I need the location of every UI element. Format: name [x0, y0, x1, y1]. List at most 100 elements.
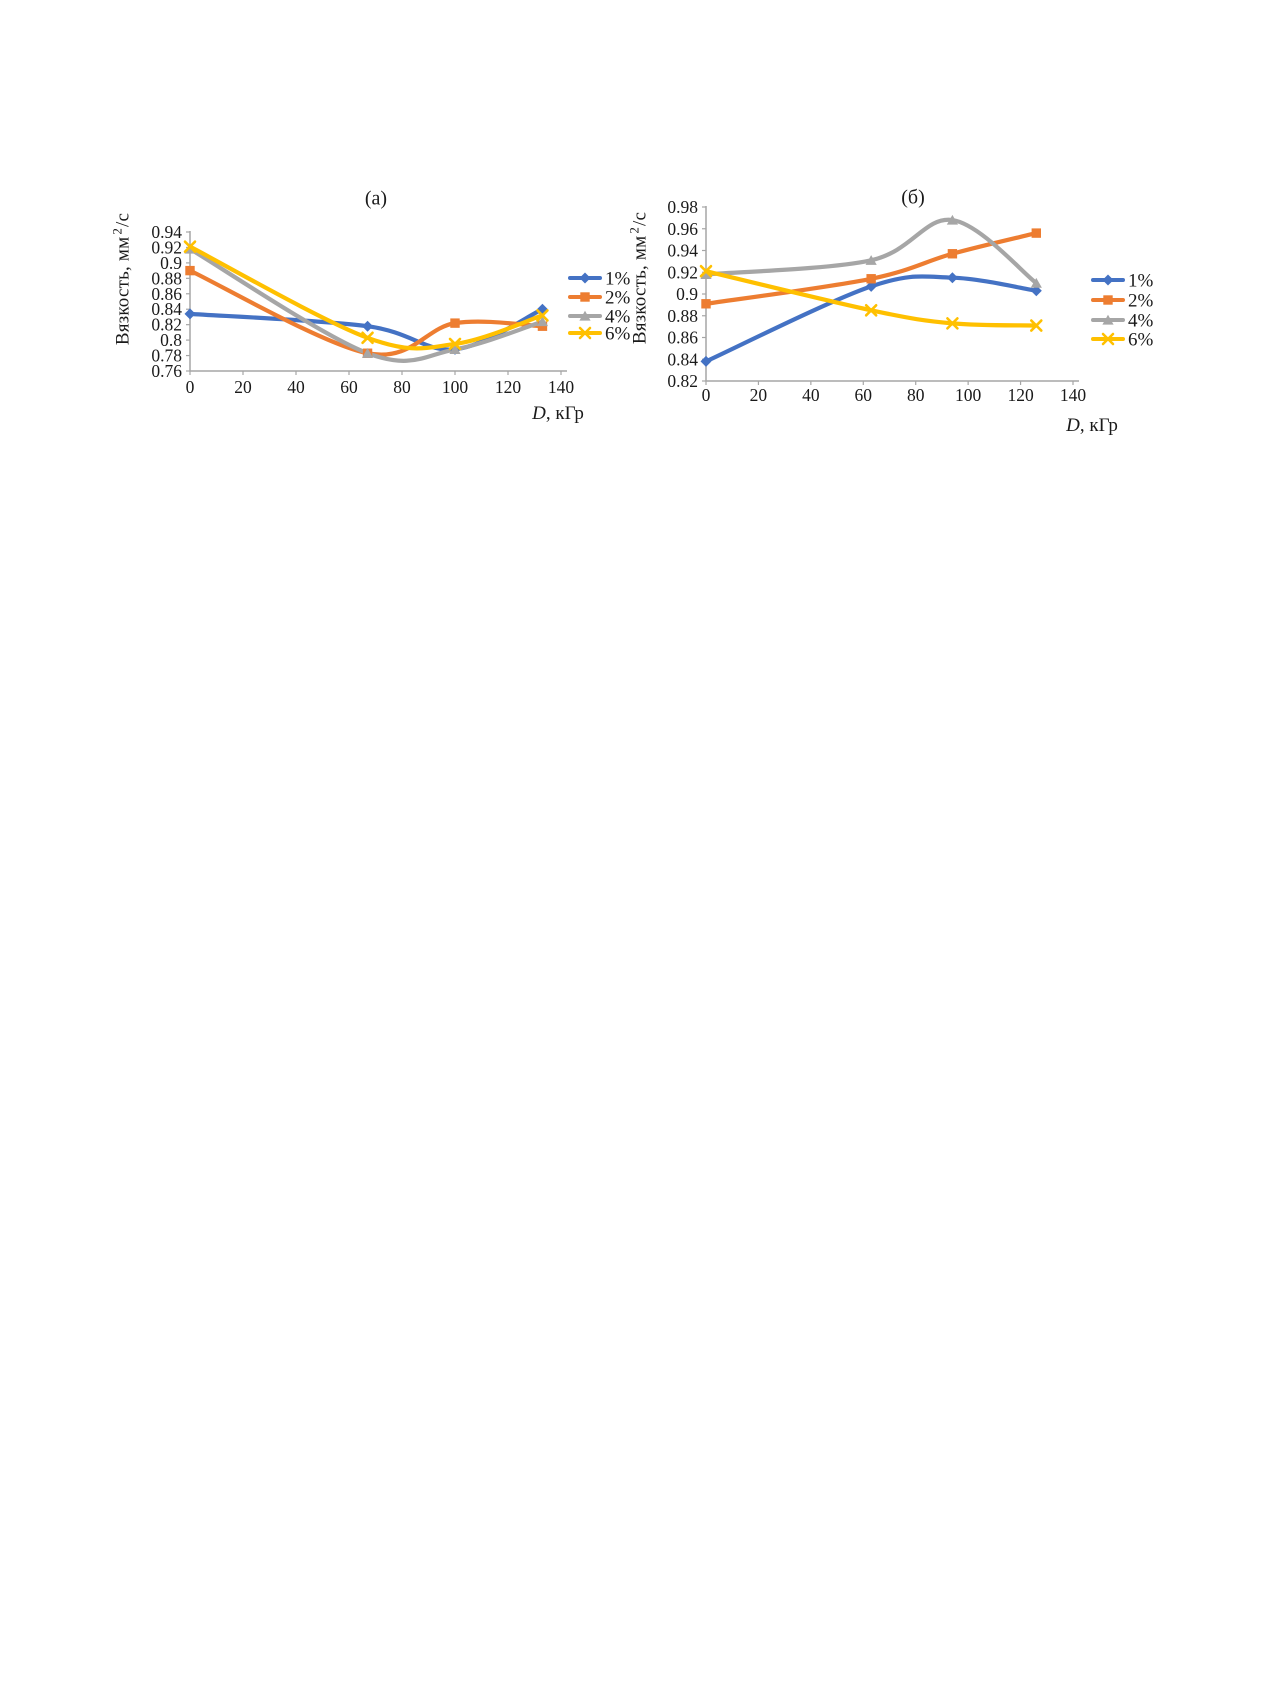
- series-line-4pct: [703, 217, 1039, 286]
- series-marker-6pct: [536, 309, 549, 322]
- chart-a-y-axis-label-rest: /с: [112, 212, 134, 227]
- figure-panel: 0.76 0.78 0.8 0.82 0.84 0.86 0.88 0.9 0.92 0.94 0 2…: [0, 0, 1270, 520]
- series-marker-2pct: [947, 249, 958, 259]
- series-marker-2pct: [701, 299, 711, 309]
- y-tick-label: 0.84: [667, 349, 698, 369]
- series-marker-2pct: [185, 265, 195, 276]
- x-tick-label: 40: [802, 385, 820, 405]
- legend-marker-1pct: [1102, 274, 1114, 286]
- series-line-2pct: [187, 268, 545, 357]
- series-marker-1pct: [184, 308, 196, 320]
- chart-a-y-axis-label-base: Вязкость, мм: [112, 236, 134, 346]
- y-tick-label: 0.8: [160, 330, 182, 350]
- legend-marker-6pct: [1101, 332, 1115, 346]
- y-tick-label: 0.82: [667, 371, 698, 391]
- series-line-6pct: [187, 244, 545, 351]
- y-tick-label: 0.76: [151, 361, 182, 381]
- series-marker-1pct: [946, 272, 958, 284]
- series-marker-6pct: [448, 337, 462, 351]
- legend-item-2pct: 2%: [1091, 291, 1154, 312]
- y-tick-label: 0.86: [667, 328, 698, 348]
- x-tick-label: 20: [234, 377, 252, 397]
- series-marker-2pct: [866, 274, 876, 284]
- legend-item-1pct: 1%: [1091, 271, 1154, 292]
- x-tick-label: 140: [548, 377, 575, 397]
- y-tick-label: 0.92: [667, 262, 698, 282]
- legend-marker-2pct: [1103, 295, 1113, 305]
- axis-lines: [705, 206, 1079, 382]
- legend-label-4pct: 4%: [1128, 311, 1154, 332]
- x-tick-label: 0: [702, 385, 711, 405]
- x-tick-label: 40: [287, 377, 305, 397]
- series-marker-1pct: [1030, 285, 1042, 297]
- legend-item-2pct: 2%: [568, 288, 631, 309]
- y-tick-label: 0.98: [667, 197, 698, 217]
- legend-item-6pct: 6%: [1091, 330, 1154, 351]
- y-tick-label: 0.78: [151, 346, 182, 366]
- series-marker-6pct: [864, 304, 878, 317]
- legend-item-4pct: 4%: [568, 307, 631, 328]
- chart-b: 0.82 0.84 0.86 0.88 0.9 0.92 0.94 0.96 0.98 0 20 40…: [600, 160, 1165, 460]
- chart-b-x-axis-label-symbol: D: [1066, 415, 1080, 436]
- legend-marker-1pct: [579, 272, 591, 284]
- y-tick-label: 0.94: [667, 241, 698, 261]
- legend-item-6pct: 6%: [568, 324, 631, 345]
- y-tick-label: 0.88: [667, 306, 698, 326]
- series-marker-1pct: [865, 280, 877, 292]
- legend-label-2pct: 2%: [605, 288, 631, 309]
- y-tick-label: 0.84: [151, 299, 182, 319]
- x-tick-label: 100: [955, 385, 982, 405]
- series-marker-2pct: [537, 321, 548, 331]
- series-marker-4pct: [361, 348, 374, 358]
- series-line-6pct: [703, 269, 1039, 328]
- y-tick-label: 0.92: [151, 237, 182, 257]
- legend-item-4pct: 4%: [1091, 311, 1154, 332]
- legend-label-6pct: 6%: [1128, 330, 1154, 351]
- chart-a-y-axis-label-sup: 2: [109, 227, 125, 235]
- y-tick-label: 0.88: [151, 268, 182, 288]
- chart-a-x-axis-label: D, кГр: [532, 403, 584, 425]
- x-tick-label: 60: [340, 377, 358, 397]
- x-tick-label: 80: [907, 385, 925, 405]
- x-tick-label: 140: [1060, 385, 1087, 405]
- y-tick-label: 0.82: [151, 315, 182, 335]
- series-marker-4pct: [946, 214, 959, 225]
- legend-label-2pct: 2%: [1128, 291, 1154, 312]
- series-marker-4pct: [449, 344, 461, 354]
- series-marker-1pct: [362, 320, 374, 332]
- series-marker-4pct: [700, 269, 712, 280]
- legend-item-1pct: 1%: [568, 269, 631, 290]
- legend-marker-4pct: [1102, 314, 1114, 325]
- x-tick-label: 80: [393, 377, 411, 397]
- series-marker-6pct: [361, 331, 374, 345]
- chart-b-y-axis-label: Вязкость, мм2/с: [626, 212, 651, 344]
- chart-a-y-axis-label: Вязкость, мм2/с: [109, 213, 134, 345]
- x-tick-label: 20: [750, 385, 768, 405]
- x-tick-label: 100: [442, 377, 469, 397]
- series-marker-4pct: [1030, 277, 1042, 288]
- y-tick-label: 0.94: [151, 222, 182, 242]
- y-tick-label: 0.96: [667, 219, 698, 239]
- series-line-4pct: [187, 246, 545, 363]
- chart-b-y-axis-label-rest: /с: [629, 211, 651, 226]
- y-tick-label: 0.9: [160, 253, 182, 273]
- y-tick-label: 0.86: [151, 284, 182, 304]
- chart-b-y-axis-label-base: Вязкость, мм: [629, 235, 651, 345]
- x-tick-label: 120: [495, 377, 522, 397]
- series-marker-6pct: [946, 317, 959, 330]
- x-tick-label: 0: [186, 377, 195, 397]
- chart-b-plot: 0.820.840.860.880.90.920.940.960.98 0 20 40…: [667, 197, 1154, 405]
- series-line-1pct: [703, 274, 1039, 364]
- y-tick-label: 0.9: [676, 284, 698, 304]
- series-line-2pct: [703, 231, 1039, 306]
- legend-marker-6pct: [578, 326, 592, 340]
- legend-label-1pct: 1%: [1128, 271, 1154, 292]
- series-marker-6pct: [699, 264, 713, 278]
- series-marker-2pct: [1031, 228, 1041, 238]
- series-marker-4pct: [865, 255, 877, 265]
- chart-b-y-axis-label-sup: 2: [626, 226, 642, 234]
- legend-marker-4pct: [579, 310, 591, 321]
- x-tick-label: 120: [1007, 385, 1034, 405]
- legend-label-6pct: 6%: [605, 324, 631, 345]
